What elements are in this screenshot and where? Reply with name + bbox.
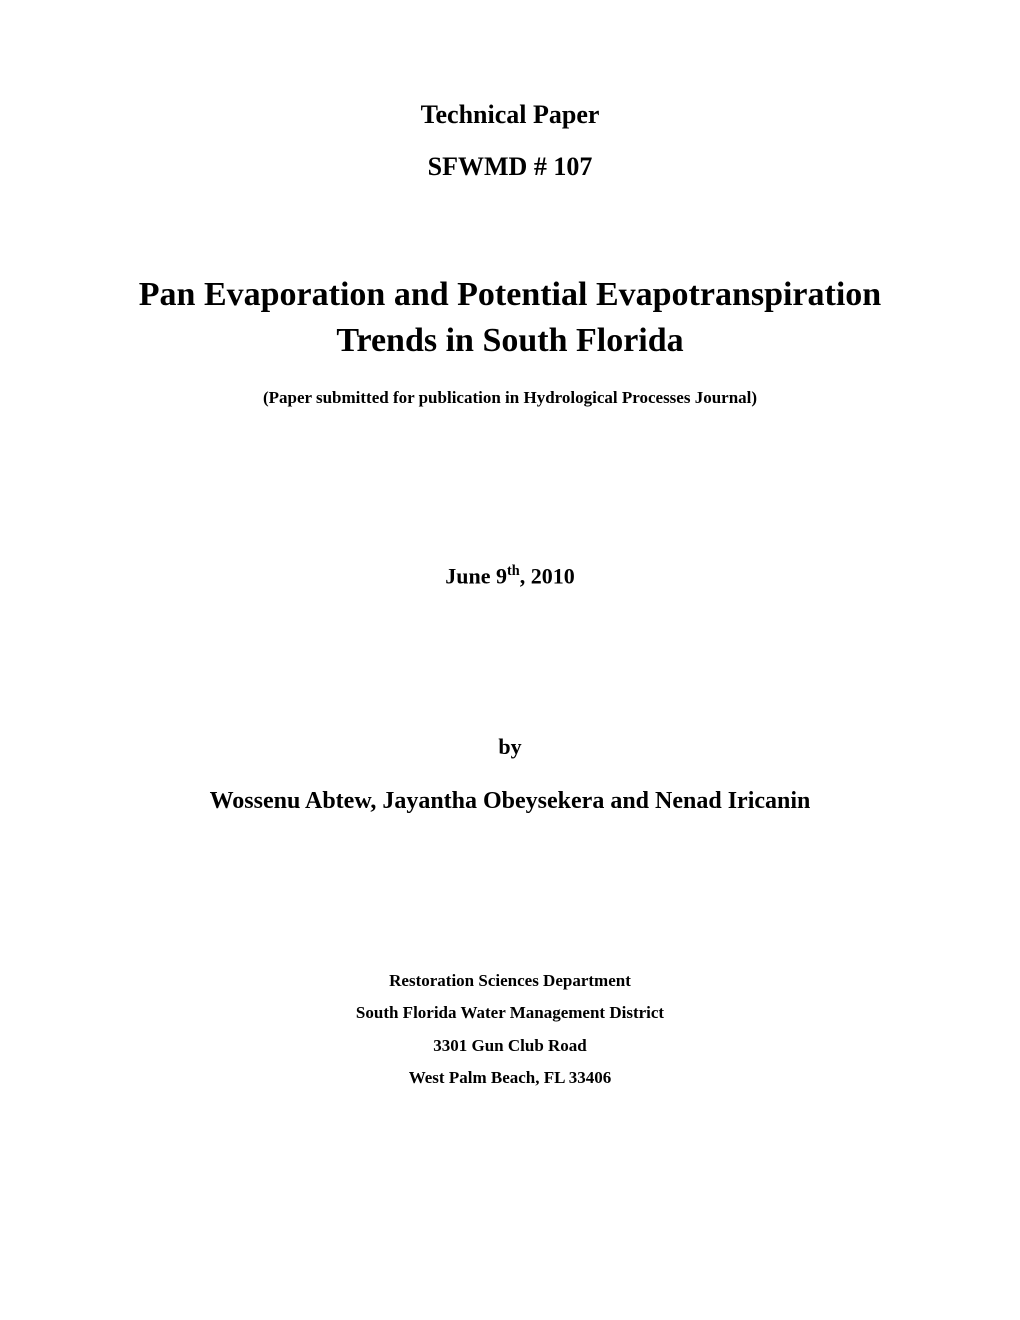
submission-note: (Paper submitted for publication in Hydr… [90,388,930,408]
authors-list: Wossenu Abtew, Jayantha Obeysekera and N… [90,788,930,815]
paper-title: Pan Evaporation and Potential Evapotrans… [90,272,930,364]
affiliation-department: Restoration Sciences Department [90,965,930,997]
affiliation-city-state-zip: West Palm Beach, FL 33406 [90,1062,930,1094]
paper-type-label: Technical Paper [90,100,930,130]
date-ordinal: th [507,563,520,579]
paper-number: SFWMD # 107 [90,152,930,182]
date-year: , 2010 [520,563,575,588]
by-label: by [90,734,930,760]
affiliation-block: Restoration Sciences Department South Fl… [90,965,930,1094]
affiliation-street: 3301 Gun Club Road [90,1030,930,1062]
date-month-day: June 9 [445,563,507,588]
affiliation-organization: South Florida Water Management District [90,997,930,1029]
publication-date: June 9th, 2010 [90,563,930,589]
